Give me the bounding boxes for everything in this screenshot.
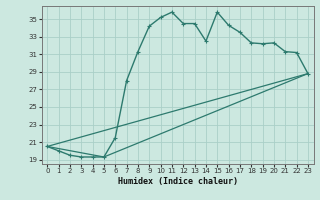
X-axis label: Humidex (Indice chaleur): Humidex (Indice chaleur) [118,177,237,186]
